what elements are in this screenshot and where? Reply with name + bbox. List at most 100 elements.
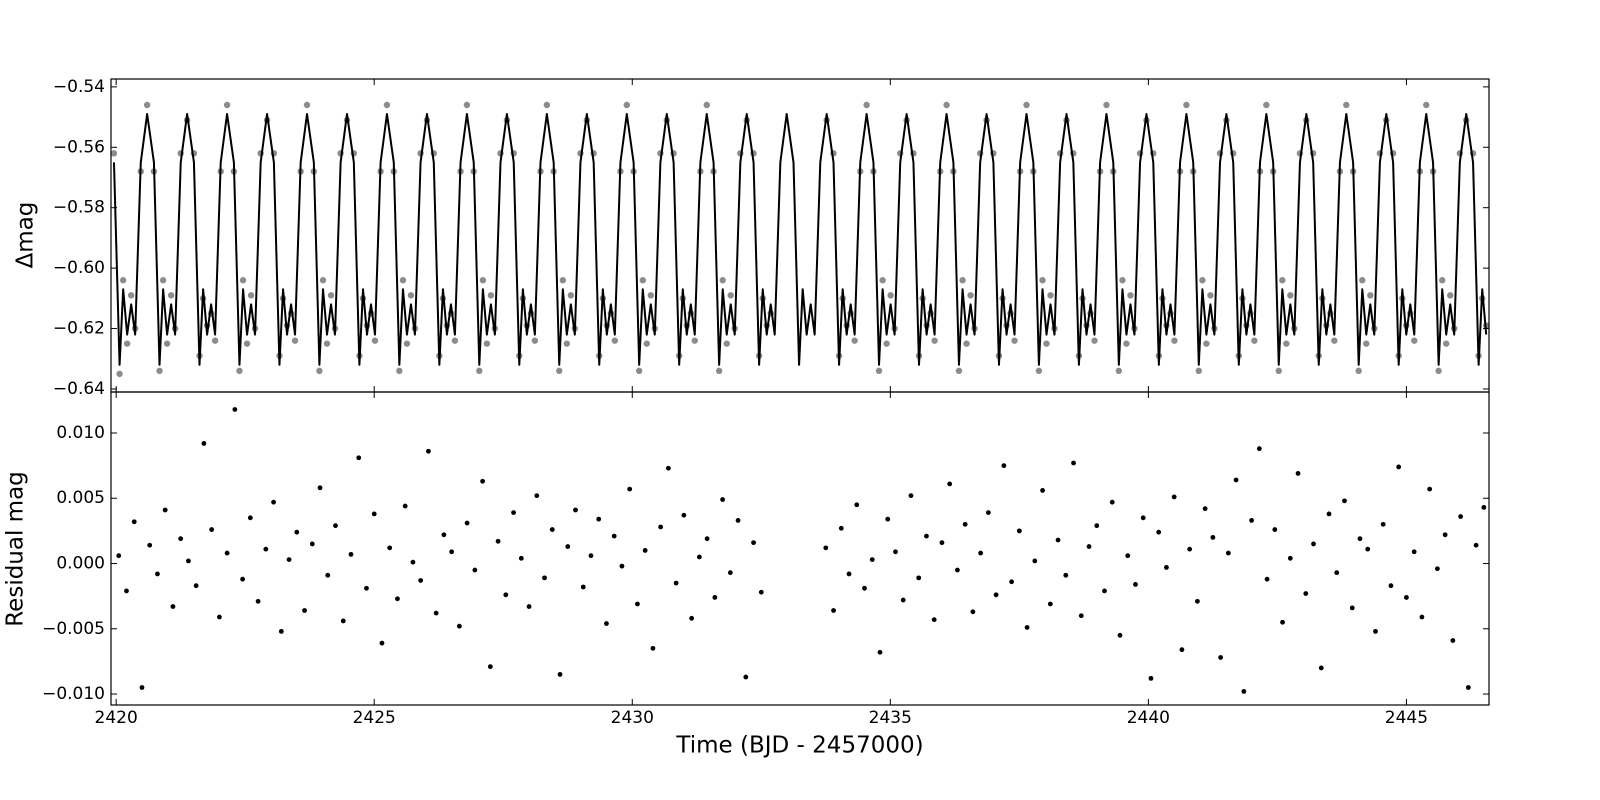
observed-point [863,101,870,109]
residual-point [1272,527,1278,532]
residual-point [1326,511,1332,517]
observed-point [943,101,950,109]
residual-point [557,672,563,677]
observed-point [887,292,894,299]
residual-point [604,621,609,626]
residual-point [751,540,756,546]
residual-point [627,486,633,492]
residual-point [1109,499,1115,505]
residual-point [573,507,578,513]
residual-point [924,533,929,539]
residual-point [209,527,215,532]
residual-point [1024,625,1030,630]
residual-point [1287,555,1293,561]
residual-point [186,558,191,564]
residual-point [1419,614,1425,620]
observed-point [487,292,495,299]
residual-point [309,541,315,547]
observed-point [567,292,575,299]
residual-point [216,614,222,620]
residual-point [823,545,829,551]
observed-point [327,292,335,299]
observed-point [543,101,551,109]
residual-point [162,507,168,513]
residual-point [955,567,960,573]
residual-point [170,604,176,609]
x-tick-label: 2435 [869,708,912,728]
observed-point [643,340,650,347]
residual-point [1063,572,1069,578]
observed-point [143,101,151,109]
residual-point [1373,628,1378,634]
residual-point [1171,494,1177,500]
residual-point [838,525,844,531]
observed-point [623,101,630,109]
residual-point [1481,504,1487,510]
observed-point [1119,277,1126,284]
residual-point [1280,619,1285,625]
residual-point [294,529,300,535]
observed-point [223,101,231,109]
residual-point [426,448,431,454]
residual-point [1241,689,1247,694]
observed-point [1183,101,1190,109]
residual-point [317,485,323,491]
observed-point [556,367,563,375]
residual-point [877,649,883,655]
residual-point [410,559,416,565]
observed-point [316,367,323,375]
residual-point [665,465,671,471]
residual-point [232,407,238,412]
residual-point [978,550,984,556]
residual-point [900,597,906,603]
residual-point [642,548,648,553]
observed-point [371,337,379,344]
observed-point [1283,340,1290,347]
plot-area [116,407,1487,694]
observed-point [963,340,970,347]
residual-point [1094,523,1100,529]
observed-point [531,337,539,344]
observed-point [239,277,247,284]
observed-point [167,292,175,299]
residual-point [1078,613,1084,619]
residual-point [1179,647,1185,653]
observed-point [1423,101,1430,109]
residual-point [735,518,741,523]
residual-point [201,441,207,446]
x-tick-label: 2445 [1385,708,1428,728]
residual-point [1133,581,1138,587]
observed-point [715,367,723,375]
y-tick-label: 0.000 [56,554,105,574]
x-tick-label: 2440 [1127,708,1170,728]
residual-point [511,510,516,516]
residual-point [962,521,968,527]
residual-point [542,575,547,581]
y-tick-label: −0.56 [53,137,105,157]
observed-point [319,277,327,284]
residual-point [596,516,602,522]
residual-point [286,557,292,562]
residual-point [970,609,976,615]
observed-point [1047,292,1054,299]
residual-point [704,536,710,542]
observed-point [396,367,403,375]
x-tick-label: 2420 [95,708,138,728]
residual-point [696,554,702,560]
residual-point [371,511,377,517]
residual-point [885,516,891,522]
residual-point [1311,541,1316,547]
observed-point [875,367,883,375]
residual-point [1233,477,1239,483]
observed-point [1343,101,1350,109]
residual-point [1249,518,1254,523]
residual-point [263,546,269,552]
residual-point [1473,542,1479,548]
residual-point [549,527,555,532]
observed-point [291,337,299,344]
observed-point [883,340,890,347]
residual-point [147,542,153,548]
residual-point [1225,550,1231,556]
residual-point [939,540,945,546]
residual-point [1047,601,1053,607]
